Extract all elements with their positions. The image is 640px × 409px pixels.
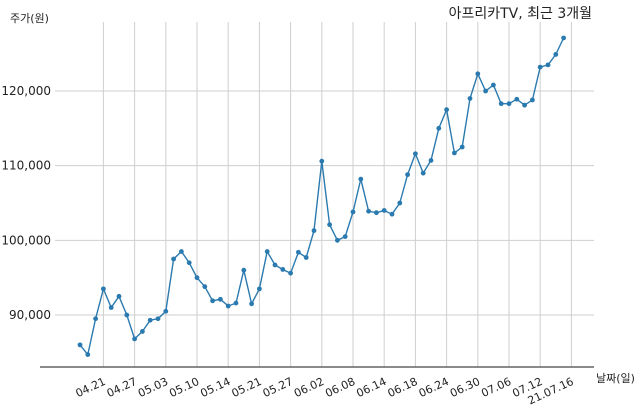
data-point [163,308,169,314]
data-point [389,211,395,217]
tick-labels: 90,000100,000110,000120,00004.2104.2705.… [1,84,575,407]
x-tick-label: 06.14 [354,375,388,400]
data-point [101,286,106,292]
data-point [140,329,145,334]
x-tick-label: 06.08 [323,375,357,400]
data-point [233,300,239,306]
data-point [108,305,114,310]
data-point [420,170,426,176]
x-tick-label: 06.02 [292,375,326,400]
data-point [366,208,371,214]
data-point [272,262,278,268]
data-point [202,284,208,290]
data-point [561,35,566,41]
data-point [522,102,527,108]
data-point [475,71,481,77]
data-point [374,210,379,216]
data-point [428,158,434,163]
data-point [514,96,520,102]
data-point [179,249,184,254]
data-point [257,286,262,292]
data-point [171,256,177,262]
data-point [498,101,504,107]
data-point [124,312,130,318]
data-point [483,88,488,94]
data-point [264,249,270,254]
data-point [413,151,418,157]
data-point [288,270,293,276]
data-point [358,176,364,182]
data-point [93,316,98,322]
data-point [280,267,286,272]
data-point [85,352,91,357]
data-point [249,301,255,307]
data-point [405,172,410,178]
data-point [491,82,496,88]
x-tick-label: 05.14 [198,375,232,400]
data-point [147,317,153,323]
x-tick-label: 04.27 [105,375,139,400]
data-point [319,158,325,164]
data-point [381,208,387,213]
y-tick-label: 90,000 [9,308,51,322]
data-point [436,125,442,131]
x-axis-label: 날짜(일) [596,371,635,385]
chart-title: 아프리카TV, 최근 3개월 [449,6,592,22]
data-point [327,222,332,228]
grid [55,22,594,367]
data-point [553,52,559,57]
data-point [225,303,231,309]
x-tick-label: 06.24 [417,375,451,400]
x-tick-label: 05.10 [167,375,201,400]
x-tick-label: 06.30 [448,375,482,400]
data-point [194,275,200,281]
data-point [77,342,83,348]
data-point [311,228,317,234]
data-point [132,336,138,342]
data-point [210,298,216,304]
x-tick-label: 04.21 [74,375,108,400]
data-point [241,267,247,273]
data-point [342,234,348,240]
data-point [452,150,457,156]
data-point [296,249,301,255]
data-point [335,237,340,243]
data-point [444,107,449,113]
data-point [397,200,403,206]
y-tick-label: 100,000 [1,233,51,247]
y-tick-label: 120,000 [1,84,51,98]
data-point [303,255,309,260]
data-point [545,62,551,68]
data-point [506,101,512,107]
price-series [77,35,566,357]
data-point [537,64,543,70]
data-point [218,296,223,302]
data-point [467,96,473,101]
data-point [350,209,356,215]
x-tick-label: 05.27 [261,375,295,400]
data-point [459,144,465,150]
data-point [530,97,535,103]
x-tick-label: 07.06 [479,375,513,400]
x-tick-label: 06.18 [386,375,420,400]
x-tick-label: 05.03 [136,375,170,400]
data-point [186,260,192,266]
x-tick-label: 05.21 [230,375,264,400]
data-point [155,316,161,322]
y-axis-label: 주가(원) [10,12,49,25]
y-tick-label: 110,000 [1,159,51,173]
data-point [116,293,122,299]
